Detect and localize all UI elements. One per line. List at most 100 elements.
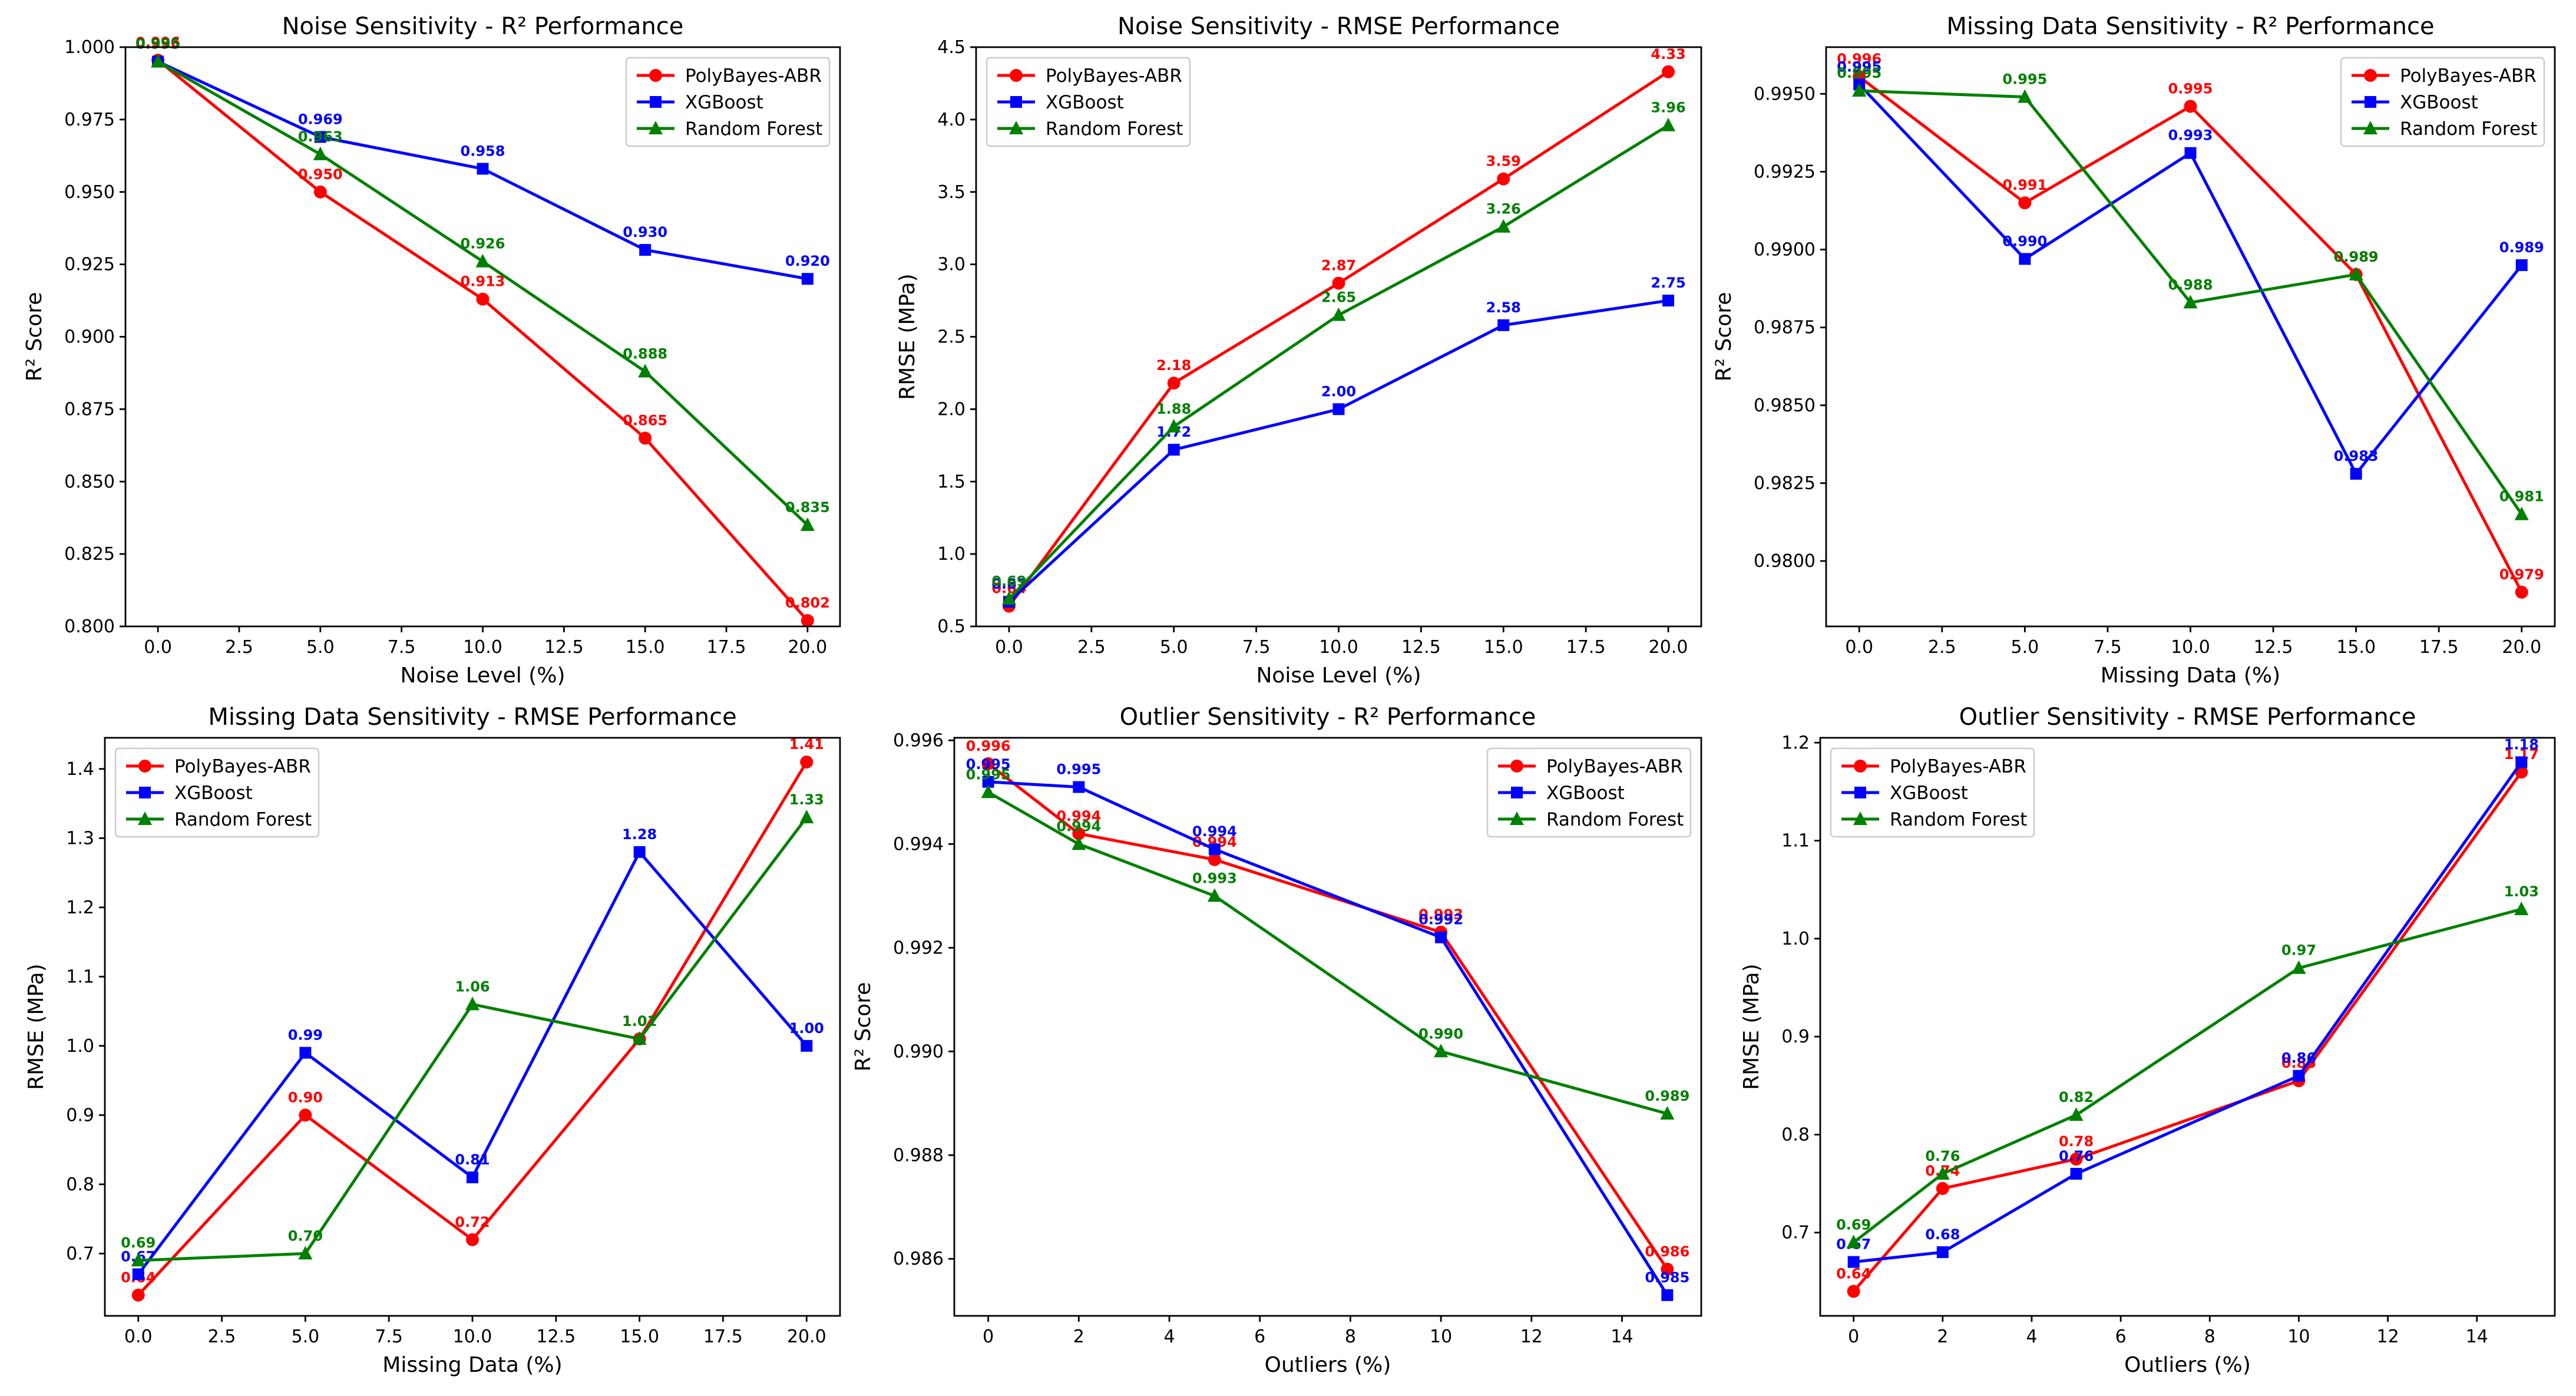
x-tick-label: 7.5 (375, 1326, 403, 1347)
data-point-random-forest (131, 1253, 146, 1267)
data-point-polybayes-abr (1847, 1285, 1860, 1298)
data-point-polybayes-abr (313, 185, 327, 199)
data-label-random-forest: 0.70 (288, 1227, 323, 1244)
data-point-xgboost (2019, 253, 2031, 265)
data-label-random-forest: 0.994 (1056, 818, 1101, 834)
data-point-random-forest (2069, 1107, 2084, 1121)
data-point-xgboost (2350, 468, 2362, 480)
chart-title: Missing Data Sensitivity - R² Performanc… (1946, 13, 2434, 40)
data-label-xgboost: 0.994 (1192, 823, 1237, 840)
legend-label-polybayes-abr: PolyBayes-ABR (1546, 756, 1683, 777)
x-tick-label: 5.0 (306, 637, 335, 658)
x-tick-label: 0.0 (995, 637, 1023, 658)
data-label-random-forest: 0.835 (785, 499, 830, 516)
data-label-polybayes-abr: 0.996 (966, 738, 1011, 754)
data-point-xgboost (639, 244, 652, 256)
data-label-xgboost: 0.989 (2499, 239, 2544, 256)
data-label-random-forest: 0.69 (1836, 1216, 1871, 1233)
y-axis-label: R² Score (22, 292, 47, 382)
y-axis-label: R² Score (1712, 292, 1736, 382)
data-point-xgboost (1208, 843, 1221, 856)
x-tick-label: 17.5 (703, 1326, 743, 1347)
x-axis-label: Noise Level (%) (1256, 664, 1421, 688)
legend-marker-polybayes-abr (1854, 760, 1867, 773)
x-tick-label: 8 (2204, 1326, 2215, 1347)
y-tick-label: 0.5 (937, 616, 965, 637)
data-point-xgboost (1936, 1246, 1949, 1258)
plot-area-frame (953, 737, 1702, 1317)
y-tick-label: 0.925 (64, 255, 115, 275)
data-point-random-forest (981, 784, 996, 798)
data-point-xgboost (1847, 1256, 1860, 1268)
y-tick-label: 0.875 (64, 399, 115, 420)
data-label-random-forest: 0.69 (991, 573, 1026, 589)
data-label-polybayes-abr: 0.989 (2334, 249, 2379, 265)
y-tick-label: 1.0 (937, 544, 965, 565)
data-label-random-forest: 2.65 (1321, 289, 1356, 306)
data-point-xgboost (1073, 781, 1085, 793)
x-tick-label: 15.0 (626, 637, 665, 658)
legend: PolyBayes-ABR XGBoost Random Forest (986, 57, 1191, 147)
x-tick-label: 2.5 (208, 1326, 236, 1347)
y-tick-label: 0.825 (64, 544, 115, 565)
data-label-xgboost: 2.00 (1321, 383, 1356, 400)
legend-marker-polybayes-abr (2364, 69, 2377, 82)
legend-label-xgboost: XGBoost (1046, 92, 1124, 113)
y-tick-label: 0.800 (64, 616, 115, 637)
chart-panel-3: Missing Data Sensitivity - R² Performanc… (1712, 13, 2556, 688)
x-tick-label: 10 (1430, 1326, 1452, 1347)
y-tick-label: 4.5 (937, 37, 965, 58)
x-tick-label: 15.0 (620, 1326, 659, 1347)
x-tick-label: 6 (2115, 1326, 2127, 1347)
x-tick-label: 14 (1611, 1326, 1633, 1347)
y-tick-label: 0.994 (893, 834, 944, 854)
legend: PolyBayes-ABR XGBoost Random Forest (1830, 747, 2035, 838)
data-point-random-forest (2514, 901, 2529, 915)
x-tick-label: 20.0 (787, 1326, 826, 1347)
series-random-forest: 0.69 0.70 1.06 1.01 1.33 (121, 791, 824, 1267)
data-label-random-forest: 1.03 (2504, 883, 2539, 900)
data-label-random-forest: 0.981 (2499, 489, 2544, 505)
data-label-polybayes-abr: 0.802 (785, 595, 830, 611)
series-random-forest: 0.995 0.963 0.926 0.888 0.835 (135, 36, 830, 531)
legend-marker-xgboost (1511, 787, 1523, 798)
y-tick-label: 1.4 (66, 759, 94, 780)
y-tick-label: 0.990 (893, 1041, 944, 1062)
y-tick-label: 0.975 (64, 110, 115, 130)
legend-label-xgboost: XGBoost (174, 783, 253, 804)
chart-title: Outlier Sensitivity - RMSE Performance (1959, 704, 2416, 731)
y-tick-label: 0.9 (66, 1105, 94, 1126)
data-label-polybayes-abr: 2.18 (1156, 357, 1191, 374)
data-label-xgboost: 0.985 (1645, 1269, 1689, 1286)
x-tick-label: 15.0 (2336, 637, 2376, 658)
data-label-xgboost: 1.00 (789, 1020, 824, 1037)
data-label-xgboost: 0.993 (2168, 127, 2213, 144)
data-label-xgboost: 1.18 (2504, 737, 2539, 753)
legend-label-polybayes-abr: PolyBayes-ABR (174, 756, 311, 777)
data-label-polybayes-abr: 0.90 (288, 1089, 323, 1105)
chart-panel-1: Noise Sensitivity - R² Performance 0.0 2.5… (22, 13, 841, 688)
data-point-random-forest (800, 517, 815, 531)
data-label-random-forest: 0.988 (2168, 276, 2213, 293)
y-tick-label: 0.7 (1781, 1223, 1810, 1243)
data-point-xgboost (477, 163, 489, 175)
plot-area-frame (104, 737, 841, 1317)
data-label-polybayes-abr: 0.979 (2499, 566, 2544, 583)
x-tick-label: 10.0 (453, 1326, 492, 1347)
x-tick-label: 20.0 (788, 637, 827, 658)
chart-title: Noise Sensitivity - R² Performance (282, 13, 684, 40)
y-tick-label: 0.8 (66, 1174, 94, 1195)
series-xgboost: 0.995 0.969 0.958 0.930 0.920 (135, 36, 830, 285)
data-point-polybayes-abr (476, 292, 490, 306)
data-point-random-forest (2291, 960, 2306, 974)
legend-marker-xgboost (139, 787, 151, 798)
x-tick-label: 0.0 (124, 1326, 153, 1347)
data-point-random-forest (2183, 295, 2198, 309)
legend-marker-xgboost (1854, 787, 1866, 798)
data-label-polybayes-abr: 0.950 (298, 166, 343, 183)
plot-area-frame (124, 46, 841, 628)
x-tick-label: 0.0 (1845, 637, 1873, 658)
data-point-polybayes-abr (2515, 585, 2528, 599)
legend-marker-random-forest (649, 121, 663, 134)
data-label-polybayes-abr: 0.995 (2168, 80, 2213, 97)
